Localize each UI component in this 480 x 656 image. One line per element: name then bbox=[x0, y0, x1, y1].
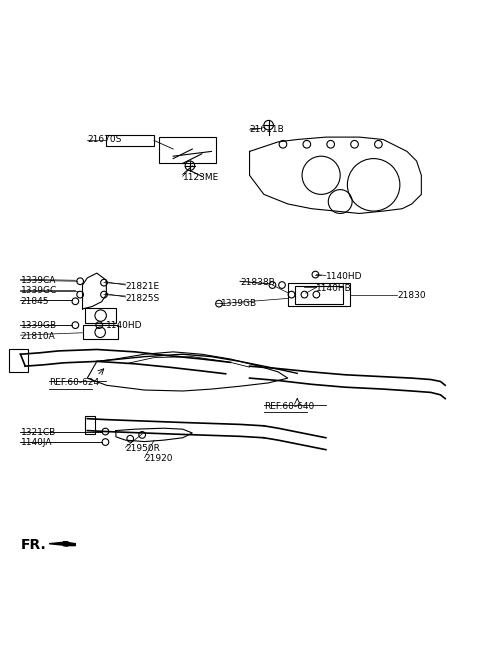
Bar bbox=[9, 349, 28, 372]
Text: 1339GB: 1339GB bbox=[221, 299, 257, 308]
Text: 1140HD: 1140HD bbox=[326, 272, 362, 281]
Text: 21830: 21830 bbox=[397, 291, 426, 300]
Text: 1339CA: 1339CA bbox=[21, 276, 56, 285]
Bar bbox=[85, 308, 116, 323]
Text: 21821E: 21821E bbox=[125, 282, 159, 291]
Bar bbox=[288, 283, 350, 306]
Polygon shape bbox=[49, 542, 75, 546]
Text: 1140JA: 1140JA bbox=[21, 438, 52, 447]
Bar bbox=[85, 416, 96, 434]
Bar bbox=[83, 325, 118, 339]
Text: 1123ME: 1123ME bbox=[183, 173, 219, 182]
Text: FR.: FR. bbox=[21, 538, 46, 552]
Text: 1140HB: 1140HB bbox=[316, 284, 352, 293]
Text: 21845: 21845 bbox=[21, 297, 49, 306]
Text: 21950R: 21950R bbox=[125, 443, 160, 453]
Text: 21810A: 21810A bbox=[21, 332, 55, 340]
Text: 1321CB: 1321CB bbox=[21, 428, 56, 436]
Text: 1339GC: 1339GC bbox=[21, 286, 57, 295]
Text: REF.60-640: REF.60-640 bbox=[264, 402, 314, 411]
Text: REF.60-624: REF.60-624 bbox=[49, 379, 99, 388]
Bar bbox=[159, 137, 216, 163]
Bar bbox=[107, 135, 154, 146]
Text: 21920: 21920 bbox=[144, 454, 173, 463]
Text: 1140HD: 1140HD bbox=[107, 321, 143, 330]
Bar bbox=[295, 286, 343, 304]
Text: 1339GB: 1339GB bbox=[21, 321, 57, 330]
Text: 21838B: 21838B bbox=[240, 277, 275, 287]
Text: 21611B: 21611B bbox=[250, 125, 284, 134]
Text: 21825S: 21825S bbox=[125, 294, 160, 303]
Text: 21670S: 21670S bbox=[87, 135, 121, 144]
